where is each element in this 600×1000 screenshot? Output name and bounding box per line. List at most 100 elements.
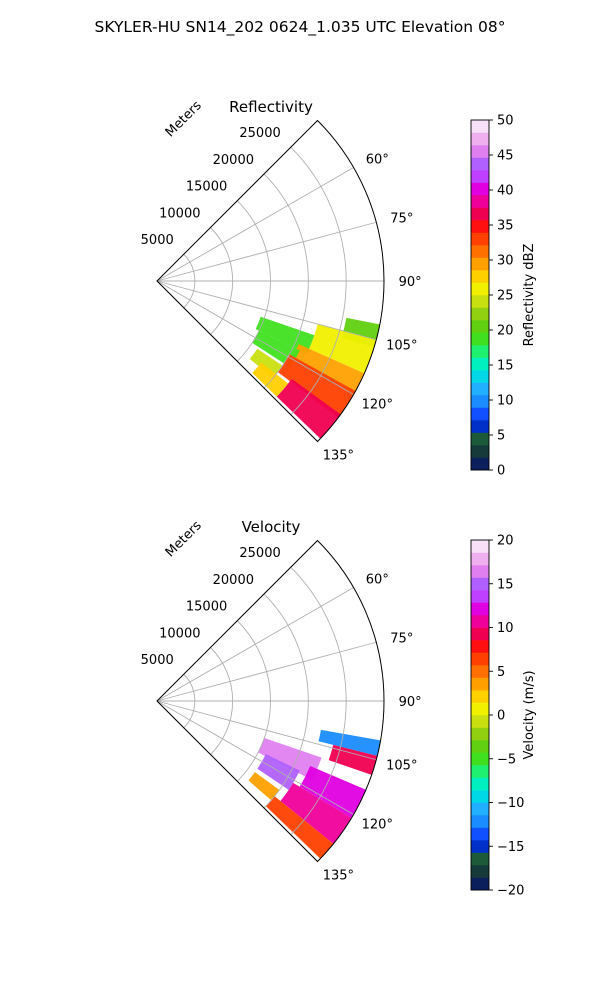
azimuth-tick-label: 120° [362,818,393,833]
colorbar-swatch [471,602,489,616]
echo-region [252,362,289,397]
colorbar-swatch [471,320,489,333]
colorbar-swatch [471,727,489,741]
azimuth-tick-label: 105° [386,338,417,353]
colorbar-tick-label: 15 [497,577,514,592]
azimuth-spoke [156,280,377,341]
colorbar-tick-label: 25 [497,289,514,304]
colorbar-swatch [471,145,489,158]
colorbar-tick-label: 20 [497,324,514,339]
range-tick-label: 10000 [159,626,200,641]
range-axis-label: Meters [163,518,205,560]
azimuth-tick-label: 105° [386,758,417,773]
range-tick-label: 15000 [186,600,227,615]
grid [156,566,384,862]
sector-frame [156,539,385,863]
colorbar-swatch [471,702,489,716]
colorbar-swatch [471,752,489,766]
echo-region [280,782,352,844]
colorbar-swatch [471,565,489,578]
range-tick-label: 10000 [159,206,200,221]
colorbar-tick-label: 40 [497,184,514,199]
sector-frame [156,119,385,443]
colorbar-label: Reflectivity dBZ [522,244,537,347]
colorbar-swatch [471,157,489,171]
echo-region [248,772,280,801]
colorbar-swatch [471,270,489,283]
azimuth-tick-label: 135° [323,868,354,883]
colorbar-swatch [471,295,489,308]
colorbar-tick-label: 35 [497,219,514,234]
azimuth-spoke [156,700,354,815]
colorbar-swatch [471,777,489,791]
colorbar-swatch [471,840,489,853]
colorbar-swatch [471,740,489,753]
colorbar-swatch [471,420,489,433]
colorbar-swatch [471,540,489,553]
panel-title: Reflectivity [229,98,313,116]
echo-field [249,316,380,439]
colorbar-swatch [471,815,489,828]
figure-title: SKYLER-HU SN14_202 0624_1.035 UTC Elevat… [95,18,506,37]
range-tick-label: 25000 [239,126,280,141]
colorbar-swatch [471,852,489,866]
colorbar-tick-label: 45 [497,149,514,164]
echo-region [328,744,378,775]
azimuth-spoke [156,587,354,702]
range-axis-label: Meters [163,98,205,140]
azimuth-spoke [156,700,377,761]
azimuth-spoke [156,221,377,282]
colorbar-swatch [471,590,489,603]
colorbar-tick-label: 0 [497,709,505,724]
colorbar-swatch [471,195,489,208]
range-tick-label: 5000 [141,653,174,668]
colorbar-tick-label: −5 [497,752,516,767]
echo-region [265,796,334,859]
colorbar-swatch [471,665,489,678]
colorbar-tick-label: 5 [497,429,505,444]
echo-region [299,766,366,818]
colorbar-swatch [471,790,489,803]
azimuth-tick-label: 60° [366,572,389,587]
radar-panels: Reflectivity60°75°90°105°120°135°5000100… [141,98,537,899]
echo-region [276,378,341,439]
colorbar-swatch [471,182,489,196]
colorbar-label: Velocity (m/s) [522,670,537,759]
echo-region [249,348,283,379]
colorbar-swatch [471,457,489,471]
colorbar-swatch [471,395,489,408]
echo-region [258,737,322,781]
colorbar-swatch [471,407,489,421]
colorbar-tick-label: −20 [497,884,524,899]
azimuth-tick-label: 75° [390,632,413,647]
echo-region [318,729,381,756]
colorbar-swatch [471,357,489,371]
azimuth-tick-label: 60° [366,152,389,167]
colorbar-swatch [471,615,489,628]
colorbar-swatch [471,245,489,258]
colorbar-swatch [471,627,489,641]
azimuth-spoke [156,280,354,395]
colorbar-tick-label: 0 [497,464,505,479]
colorbar-swatch [471,445,489,458]
colorbar-swatch [471,640,489,653]
colorbar-tick-label: 10 [497,394,514,409]
echo-region [257,754,300,790]
colorbar-swatch [471,132,489,146]
colorbar-swatch [471,220,489,233]
colorbar-swatch [471,577,489,591]
colorbar-swatch [471,120,489,133]
colorbar-swatch [471,257,489,271]
colorbar-tick-label: 5 [497,665,505,680]
colorbar-tick-label: −10 [497,796,524,811]
colorbar-tick-label: −15 [497,840,524,855]
echo-region [291,344,365,395]
colorbar-swatch [471,382,489,396]
azimuth-tick-label: 90° [399,275,422,290]
range-tick-label: 25000 [239,546,280,561]
colorbar-swatch [471,690,489,703]
colorbar-swatch [471,307,489,321]
colorbar-swatch [471,370,489,383]
colorbar-swatch [471,715,489,728]
